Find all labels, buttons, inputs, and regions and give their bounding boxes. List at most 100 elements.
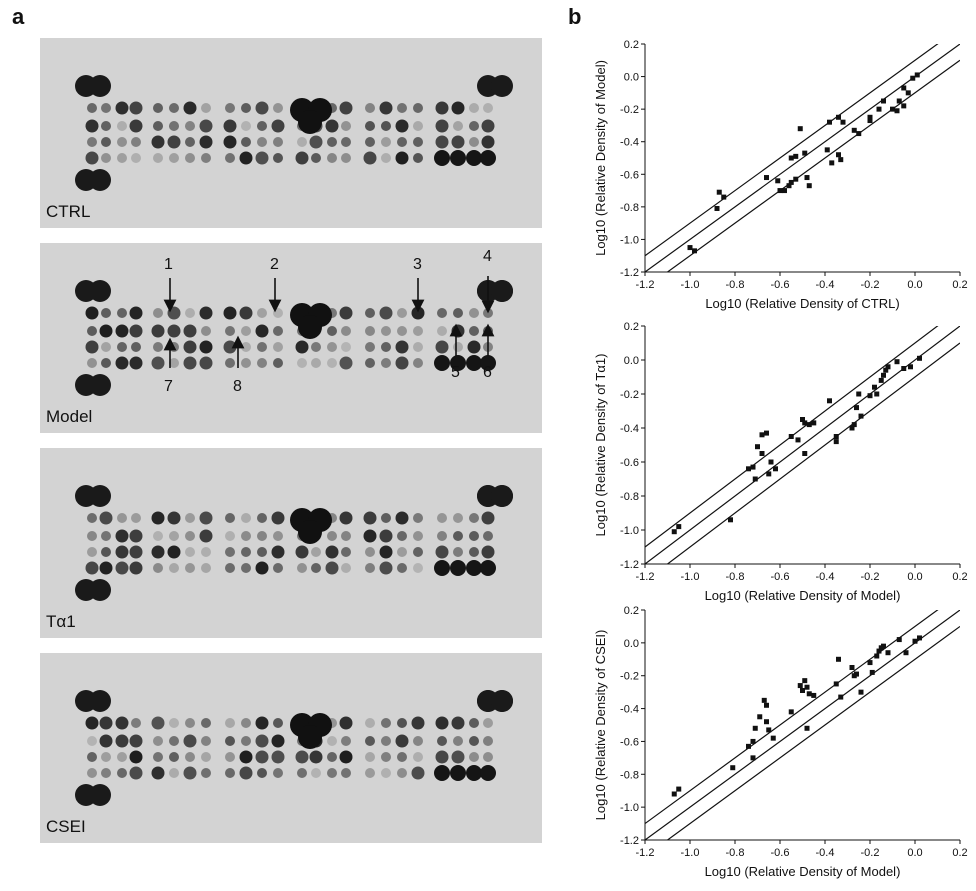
blot-spot	[241, 531, 251, 541]
blot-spot	[363, 151, 377, 165]
reference-spot	[491, 690, 513, 712]
blot-spot	[257, 768, 267, 778]
blot-spot	[185, 153, 195, 163]
blot-spot	[451, 135, 465, 149]
blot-spot	[365, 342, 375, 352]
data-point	[786, 183, 792, 189]
data-point	[797, 126, 803, 132]
data-point	[838, 157, 844, 163]
blot-spot	[437, 513, 447, 523]
blot-spot	[99, 561, 113, 575]
blot-spot	[311, 563, 321, 573]
blot-spot	[87, 358, 97, 368]
blot-spot	[480, 150, 496, 166]
reference-spot	[89, 169, 111, 191]
blot-spot	[298, 725, 322, 749]
data-point	[867, 118, 873, 124]
x-tick-label: 0.2	[952, 847, 967, 859]
blot-spot	[311, 342, 321, 352]
blot-spot	[451, 716, 465, 730]
data-point	[827, 119, 832, 125]
blot-spot	[169, 736, 179, 746]
data-point	[692, 248, 697, 254]
blot-spot	[87, 752, 97, 762]
blot-spot	[85, 716, 99, 730]
data-point	[811, 420, 817, 426]
y-tick-label: -0.6	[620, 457, 639, 469]
y-tick-label: -0.4	[620, 423, 639, 435]
blot-spot	[241, 513, 251, 523]
y-tick-label: -0.6	[620, 169, 639, 181]
blot-spot	[185, 513, 195, 523]
blot-spot	[480, 560, 496, 576]
blot-spot	[397, 326, 407, 336]
data-point	[770, 735, 776, 741]
blot-spot	[199, 356, 213, 370]
blot-spot	[413, 137, 423, 147]
arrow-label-7: 7	[164, 378, 173, 395]
blot-spot	[469, 752, 479, 762]
data-point	[858, 689, 864, 695]
reference-spot	[491, 485, 513, 507]
x-tick-label: -0.4	[816, 279, 835, 291]
blot-spot	[101, 547, 111, 557]
blot-spot	[341, 531, 351, 541]
blot-spot	[435, 750, 449, 764]
blot-spot	[185, 308, 195, 318]
blot-spot	[151, 766, 165, 780]
data-point	[851, 127, 857, 133]
data-point	[759, 451, 765, 456]
blot-spot	[341, 563, 351, 573]
blot-spot	[117, 513, 127, 523]
data-point	[793, 153, 799, 159]
blot-spot	[395, 734, 409, 748]
arrow-label-8: 8	[233, 378, 242, 395]
blot-spot	[437, 531, 447, 541]
reference-line	[645, 44, 939, 257]
blot-spot	[273, 137, 283, 147]
scatter-plot-svg: -1.2 -1.0 -0.8 -0.6 -0.4 -0.2 0.0 0.2 -1.2 -1.0 -0…	[593, 321, 968, 603]
blot-spot	[117, 752, 127, 762]
blot-spot	[151, 716, 165, 730]
y-tick-label: -1.0	[620, 234, 639, 246]
blot-spot	[99, 511, 113, 525]
data-point	[914, 72, 920, 78]
blot-spot	[339, 306, 353, 320]
blot-spot	[365, 308, 375, 318]
blot-spot	[153, 752, 163, 762]
blot-spot	[257, 342, 267, 352]
blot-spot	[225, 563, 235, 573]
reference-line	[645, 44, 960, 272]
blot-spot	[201, 563, 211, 573]
data-point	[766, 471, 772, 477]
data-point	[746, 743, 751, 749]
blot-spot	[363, 529, 377, 543]
blot-spot	[469, 308, 479, 318]
blot-spot	[201, 103, 211, 113]
reference-line	[645, 326, 939, 548]
blot-spot	[153, 736, 163, 746]
y-tick-label: 0.2	[624, 605, 639, 617]
reference-line	[645, 610, 960, 840]
blot-spot	[153, 531, 163, 541]
blot-spot	[453, 547, 463, 557]
y-tick-label: 0.0	[624, 638, 639, 650]
blot-spot	[129, 306, 143, 320]
y-tick-label: -1.0	[620, 525, 639, 537]
data-point	[894, 359, 900, 365]
blot-spot	[257, 547, 267, 557]
blot-spot	[327, 752, 337, 762]
blot-spot	[341, 326, 351, 336]
x-tick-label: -1.2	[636, 847, 655, 859]
blot-spot	[435, 135, 449, 149]
data-point	[804, 175, 810, 181]
blot-spot	[87, 736, 97, 746]
blot-spot	[273, 768, 283, 778]
blot-spot	[271, 545, 285, 559]
blot-spot	[131, 342, 141, 352]
data-point	[901, 103, 907, 109]
blot-spot	[365, 137, 375, 147]
y-tick-label: -0.8	[620, 202, 639, 214]
blot-spot	[185, 121, 195, 131]
data-point	[867, 660, 873, 666]
